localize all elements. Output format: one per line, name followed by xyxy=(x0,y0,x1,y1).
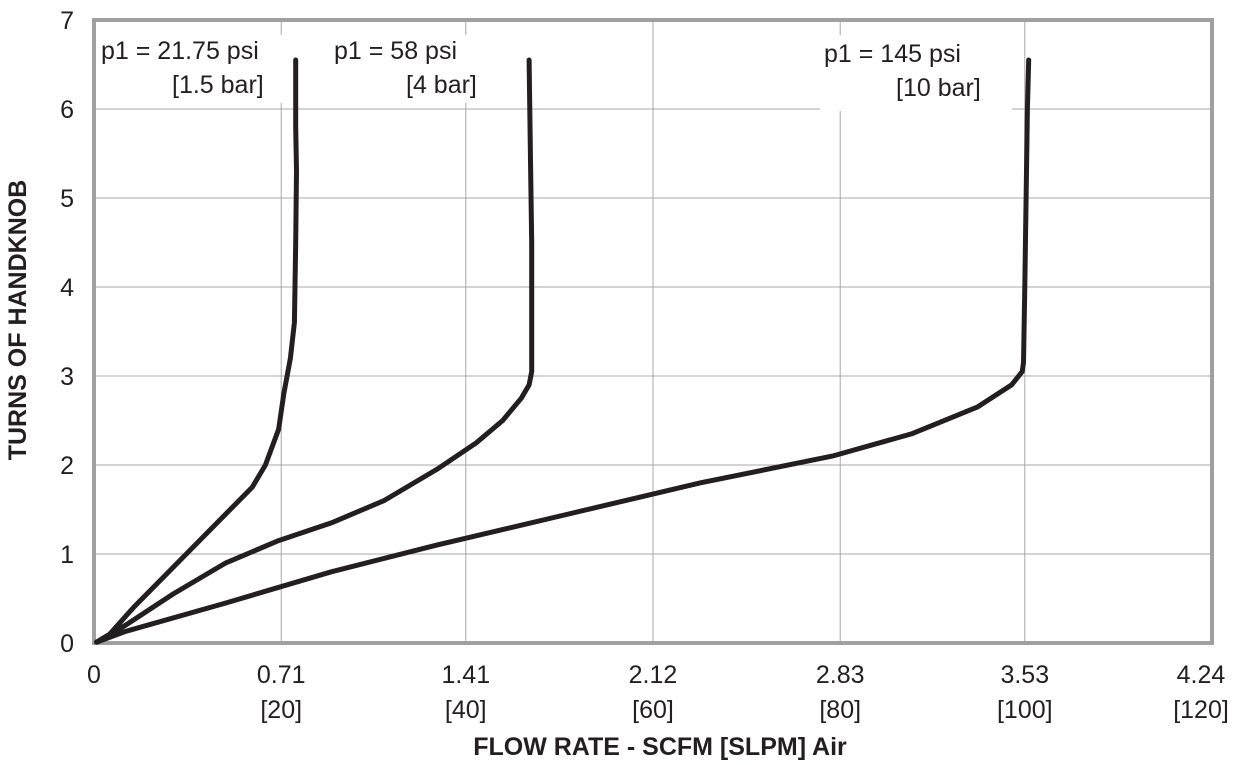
y-axis-ticks: 0 1 2 3 4 5 6 7 xyxy=(60,7,74,658)
series-label-pressure: p1 = 145 psi xyxy=(824,40,961,68)
series-lines xyxy=(94,57,1032,645)
x-tick-label: 2.83 xyxy=(816,661,865,689)
x-tick-sublabel: [80] xyxy=(819,696,861,724)
y-tick-label: 7 xyxy=(60,7,74,35)
y-tick-label: 1 xyxy=(60,541,74,569)
x-tick-label: 1.41 xyxy=(441,661,490,689)
series-line-3 xyxy=(94,57,1032,645)
y-axis-title: TURNS OF HANDKNOB xyxy=(4,180,32,461)
series-label-background xyxy=(97,35,293,103)
series-line-1 xyxy=(94,57,299,645)
series-label-bar: [10 bar] xyxy=(896,74,981,102)
x-tick-sublabel: [20] xyxy=(260,696,302,724)
y-tick-label: 2 xyxy=(60,452,74,480)
series-labels: p1 = 21.75 psi [1.5 bar] p1 = 58 psi [4 bar… xyxy=(97,35,1012,111)
series-label-bar: [1.5 bar] xyxy=(172,71,264,99)
y-tick-label: 5 xyxy=(60,185,74,213)
x-tick-sublabel: [40] xyxy=(445,696,487,724)
series-label-background xyxy=(820,35,1012,111)
x-tick-sublabel: [60] xyxy=(632,696,674,724)
x-tick-label: 0.71 xyxy=(257,661,306,689)
x-tick-sublabel: [120] xyxy=(1173,696,1229,724)
y-tick-label: 6 xyxy=(60,96,74,124)
y-tick-label: 0 xyxy=(60,630,74,658)
x-axis-title: FLOW RATE - SCFM [SLPM] Air xyxy=(473,733,847,761)
x-tick-label: 3.53 xyxy=(1000,661,1049,689)
x-axis-ticks: 0 0.71 [20] 1.41 [40] 2.12 [60] 2.83 [80] 3.53 [10… xyxy=(87,661,1229,724)
series-line-2 xyxy=(94,57,535,645)
series-label-pressure: p1 = 21.75 psi xyxy=(101,37,259,65)
series-label-pressure: p1 = 58 psi xyxy=(334,37,457,65)
x-tick-label: 4.24 xyxy=(1177,661,1226,689)
x-tick-label: 2.12 xyxy=(629,661,678,689)
y-tick-label: 3 xyxy=(60,363,74,391)
x-tick-sublabel: [100] xyxy=(997,696,1053,724)
series-label-background xyxy=(330,35,492,103)
y-tick-label: 4 xyxy=(60,274,74,302)
series-label-bar: [4 bar] xyxy=(406,71,477,99)
plot-frame xyxy=(92,18,1214,645)
x-tick-label: 0 xyxy=(87,661,101,689)
